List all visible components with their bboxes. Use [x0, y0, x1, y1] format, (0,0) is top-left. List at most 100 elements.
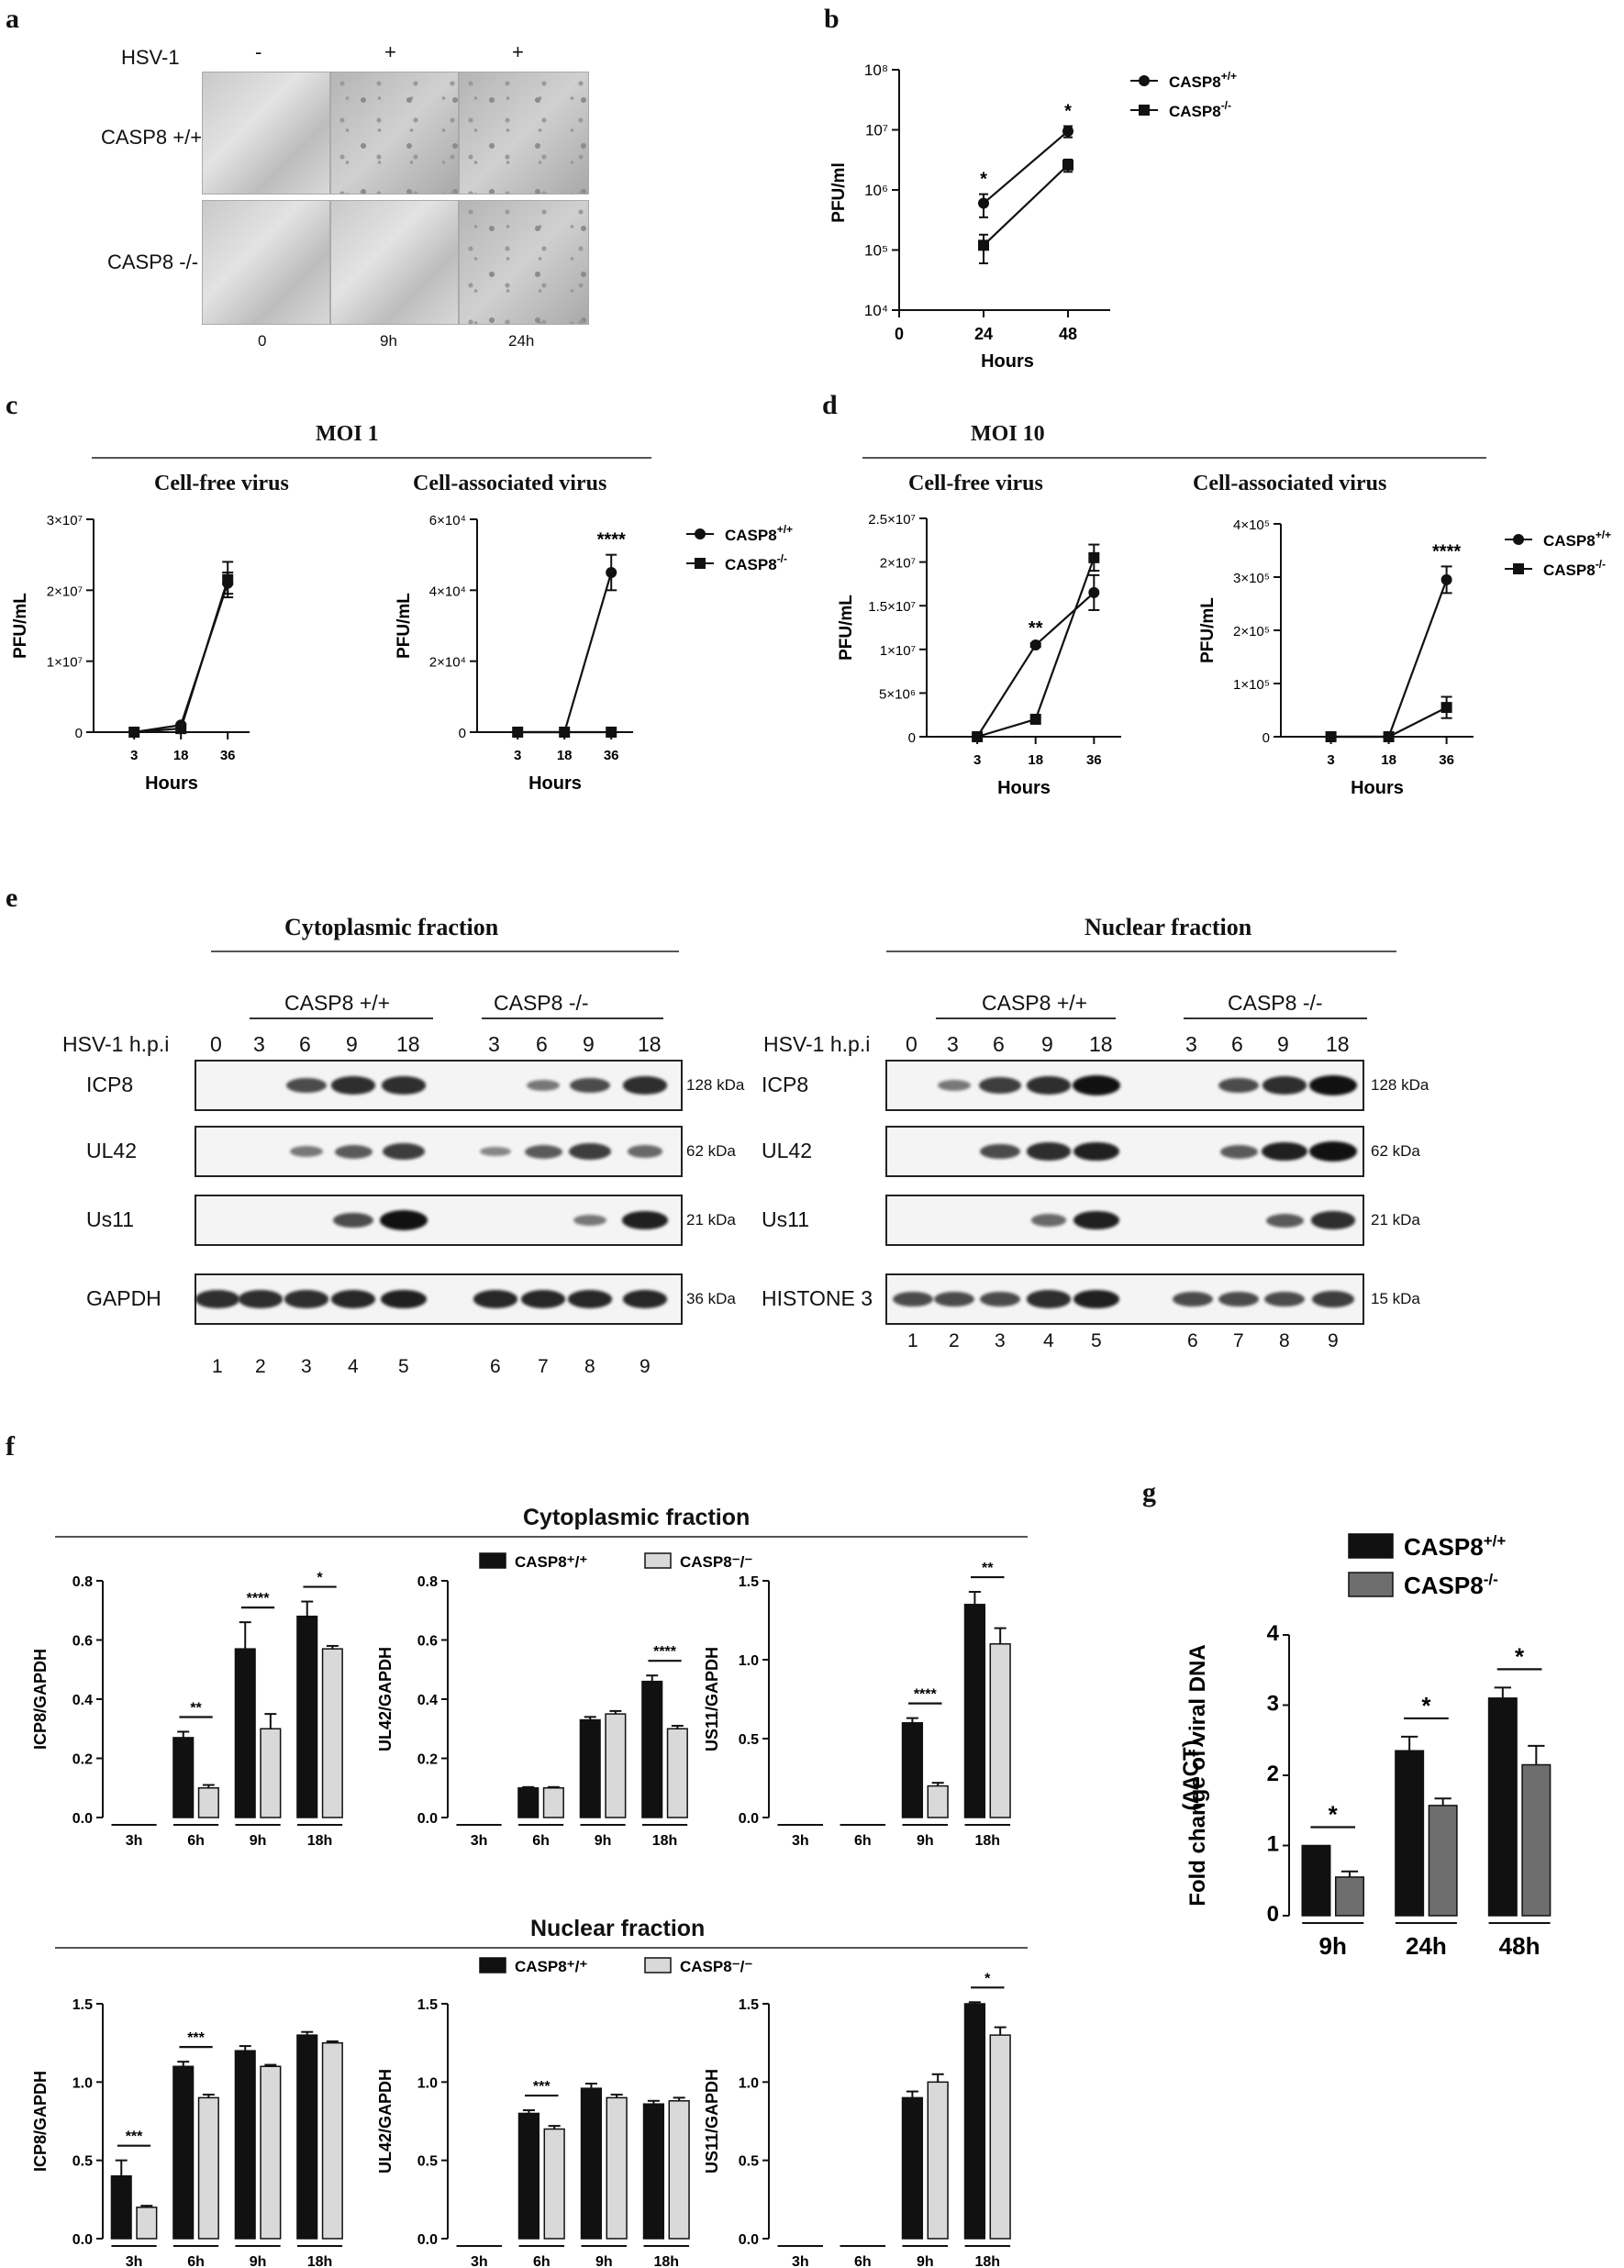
b-legend-marker-ko — [1139, 105, 1150, 116]
nuc-lane-number: 2 — [949, 1330, 960, 1351]
d_left-ylabel: PFU/mL — [837, 595, 856, 661]
f_nuc_us11-ylabel: US11/GAPDH — [703, 2069, 721, 2174]
cyto-kda-label: 36 kDa — [686, 1290, 736, 1307]
f_cyto_us11-category-label: 9h — [917, 1833, 934, 1849]
f-nuc-divider — [55, 1947, 1028, 1949]
f_nuc_icp8-bar-ko — [197, 2096, 219, 2240]
cyto-band — [289, 1145, 324, 1158]
g-ytick-label: 2 — [1267, 1762, 1279, 1786]
nuc-hpi-label: HSV-1 h.p.i — [763, 1032, 871, 1056]
f_nuc_ul42-bar-ko — [543, 2128, 565, 2240]
d_right-point-ko — [1440, 702, 1452, 714]
cyto-hpi-wt: 6 — [299, 1032, 311, 1056]
nuc-band — [979, 1077, 1021, 1094]
cyto-hpi-ko: 9 — [583, 1032, 595, 1056]
nuc-group-ko-line — [1184, 1017, 1367, 1019]
g-ytick-label: 0 — [1267, 1902, 1279, 1927]
d_right-ytick-label: 1×10⁵ — [1233, 677, 1270, 693]
f_nuc_icp8-category-label: 18h — [307, 2254, 333, 2268]
cyto-band — [284, 1290, 328, 1308]
nuc-hpi-ko: 9 — [1277, 1032, 1289, 1056]
f_cyto_ul42-bar-ko — [666, 1728, 688, 1818]
d_left-xtick-label: 36 — [1086, 752, 1102, 768]
cyto-hpi-label: HSV-1 h.p.i — [62, 1032, 170, 1056]
d-legend-label: CASP8-/- — [1543, 558, 1606, 579]
g-ytick-label: 1 — [1267, 1832, 1279, 1857]
c_right-point-wt — [606, 567, 617, 578]
f_nuc_icp8-bar-wt — [172, 2065, 195, 2240]
g-category-label: 9h — [1319, 1932, 1347, 1960]
cyto-band — [524, 1144, 562, 1159]
cyto-lane-number: 5 — [398, 1356, 409, 1377]
cyto-band — [627, 1145, 663, 1158]
f-cyto-legend-swatch-ko — [644, 1552, 672, 1569]
nuc-kda-label: 15 kDa — [1371, 1290, 1420, 1307]
f_nuc_us11-ytick-label: 0.5 — [739, 2154, 759, 2170]
row-label-ko: CASP8 -/- — [107, 250, 199, 273]
b-ytick-label: 10⁸ — [864, 61, 888, 79]
f_cyto_icp8-ytick-label: 0.6 — [72, 1634, 93, 1650]
f_cyto_us11-category-label: 18h — [974, 1833, 1000, 1849]
nuc-lane-number: 1 — [907, 1330, 918, 1351]
f_cyto_icp8-significance: **** — [247, 1591, 271, 1606]
f_cyto_us11-ytick-label: 0.0 — [739, 1811, 759, 1827]
f_nuc_icp8-category-label: 3h — [126, 2254, 143, 2268]
d_left-ytick-label: 0 — [908, 730, 916, 746]
moi1-sub-cellfree: Cell-free virus — [154, 472, 289, 495]
nuc-band — [1309, 1141, 1357, 1162]
cyto-hpi-ko: 18 — [638, 1032, 662, 1056]
f_nuc_ul42-ytick-label: 0.0 — [417, 2232, 438, 2248]
d_left-ytick-label: 2.5×10⁷ — [868, 512, 916, 528]
d_left-ytick-label: 1.5×10⁷ — [868, 599, 916, 615]
nuc-lane-number: 8 — [1279, 1330, 1290, 1351]
time-label-9h: 9h — [380, 332, 397, 350]
f_cyto_icp8-category-label: 18h — [307, 1833, 333, 1849]
panel-label-d: d — [822, 390, 838, 420]
nuc-lane-number: 5 — [1091, 1330, 1102, 1351]
hsv-state-2: + — [512, 40, 524, 63]
f_nuc_icp8-bar-ko — [260, 2065, 282, 2240]
nuc-kda-label: 62 kDa — [1371, 1142, 1420, 1160]
f_nuc_us11-bar-wt — [963, 2003, 986, 2240]
nuc-band — [1218, 1291, 1259, 1307]
cyto-kda-label: 21 kDa — [686, 1211, 736, 1228]
panel-label-b: b — [824, 4, 840, 34]
cyto-group-wt-line — [250, 1017, 433, 1019]
f_cyto_us11-significance: **** — [914, 1687, 938, 1703]
f-nuc-title: Nuclear fraction — [530, 1916, 706, 1941]
f_nuc_icp8-bar-ko — [136, 2207, 158, 2240]
c_left-ytick-label: 3×10⁷ — [47, 513, 83, 528]
nuc-group-wt: CASP8 +/+ — [982, 991, 1088, 1015]
nuc-hpi-ko: 18 — [1326, 1032, 1350, 1056]
g-legend-swatch-wt — [1348, 1533, 1394, 1559]
g-significance: * — [1421, 1692, 1431, 1719]
d_right-ytick-label: 0 — [1262, 730, 1270, 746]
f_nuc_icp8-bar-ko — [321, 2041, 343, 2240]
b-xtick-label: 24 — [974, 325, 993, 343]
g-ylabel-line2: (∆∆CT) — [1179, 1740, 1204, 1810]
nuc-lane-number: 4 — [1043, 1330, 1054, 1351]
cyto-band — [382, 1076, 426, 1095]
g-ylabel: Fold change of viral DNA — [1185, 1644, 1210, 1906]
d_right-xtick-label: 18 — [1381, 752, 1396, 768]
f-nuc-legend-label: CASP8⁻/⁻ — [680, 1958, 752, 1975]
cyto-band — [570, 1077, 610, 1094]
f_nuc_us11-category-label: 9h — [917, 2254, 934, 2268]
panel-label-a: a — [6, 4, 19, 34]
f_nuc_ul42-category-label: 9h — [595, 2254, 613, 2268]
g-significance: * — [1329, 1801, 1339, 1829]
f_cyto_icp8-ytick-label: 0.4 — [72, 1693, 93, 1708]
f_nuc_ul42-significance: *** — [533, 2079, 551, 2095]
nuc-band — [1073, 1210, 1119, 1230]
nuc-hpi-ko: 6 — [1231, 1032, 1243, 1056]
moi1-sub-cellassoc: Cell-associated virus — [413, 472, 607, 495]
b-point-wt — [1062, 125, 1073, 137]
nuc-hpi-wt: 0 — [906, 1032, 918, 1056]
c-legend-sup: +/+ — [777, 523, 793, 536]
b-point-ko — [1062, 159, 1073, 171]
panel-label-g: g — [1142, 1477, 1156, 1507]
time-label-0: 0 — [258, 332, 267, 350]
d-legend-sup: -/- — [1596, 558, 1606, 571]
d-legend-marker-ko — [1513, 563, 1524, 574]
